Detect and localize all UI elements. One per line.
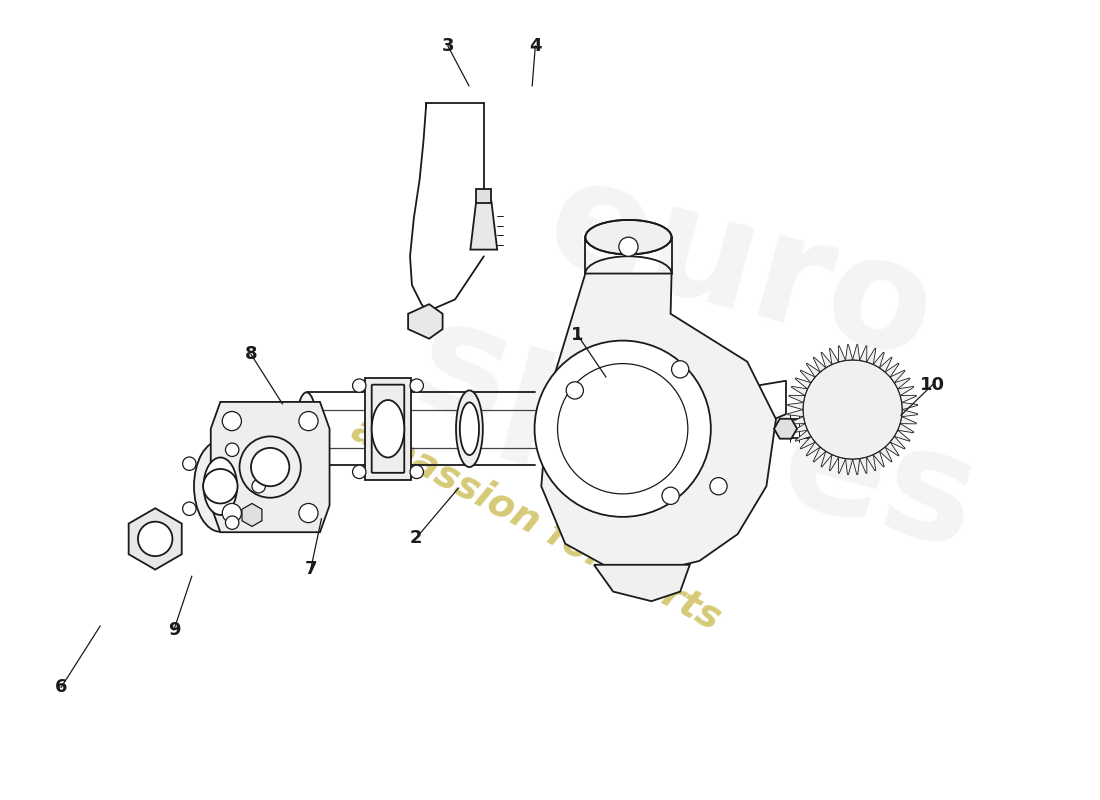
Polygon shape <box>838 458 846 474</box>
Ellipse shape <box>460 402 478 455</box>
Circle shape <box>226 516 239 530</box>
Polygon shape <box>242 503 262 526</box>
Polygon shape <box>901 417 916 424</box>
Circle shape <box>183 502 196 515</box>
Circle shape <box>222 411 241 430</box>
Ellipse shape <box>456 390 483 467</box>
Circle shape <box>183 457 196 470</box>
Polygon shape <box>902 402 917 410</box>
Polygon shape <box>795 430 811 442</box>
Ellipse shape <box>585 220 672 254</box>
Ellipse shape <box>296 392 317 465</box>
Circle shape <box>410 379 424 392</box>
Polygon shape <box>846 459 852 474</box>
Polygon shape <box>860 458 867 474</box>
Ellipse shape <box>194 441 246 532</box>
Polygon shape <box>821 451 832 467</box>
Text: 3: 3 <box>441 37 454 55</box>
Polygon shape <box>890 437 905 449</box>
Polygon shape <box>800 370 815 382</box>
Polygon shape <box>774 418 798 438</box>
Polygon shape <box>852 345 860 360</box>
Text: 4: 4 <box>529 37 541 55</box>
Text: 8: 8 <box>244 345 257 363</box>
Polygon shape <box>873 352 884 368</box>
Circle shape <box>226 443 239 457</box>
Circle shape <box>672 361 689 378</box>
Polygon shape <box>471 202 497 250</box>
Polygon shape <box>788 402 803 410</box>
Polygon shape <box>852 459 860 474</box>
Circle shape <box>558 363 688 494</box>
Circle shape <box>204 469 238 503</box>
Polygon shape <box>594 565 690 601</box>
Polygon shape <box>846 345 852 360</box>
Circle shape <box>619 237 638 256</box>
Polygon shape <box>829 455 838 470</box>
Polygon shape <box>813 357 826 372</box>
Polygon shape <box>894 378 910 389</box>
Text: 7: 7 <box>305 560 317 578</box>
Polygon shape <box>829 348 838 364</box>
Polygon shape <box>880 357 892 372</box>
Polygon shape <box>867 455 876 470</box>
Polygon shape <box>789 417 805 424</box>
Polygon shape <box>806 442 820 456</box>
Polygon shape <box>813 447 826 462</box>
Circle shape <box>535 341 711 517</box>
Polygon shape <box>898 386 914 395</box>
Text: 1: 1 <box>571 326 584 344</box>
Polygon shape <box>806 363 820 377</box>
Polygon shape <box>821 352 832 368</box>
Polygon shape <box>838 346 846 362</box>
Text: 6: 6 <box>55 678 67 696</box>
Circle shape <box>662 487 679 505</box>
Polygon shape <box>880 447 892 462</box>
Circle shape <box>299 411 318 430</box>
Polygon shape <box>886 363 899 377</box>
Circle shape <box>803 360 902 459</box>
Circle shape <box>410 465 424 478</box>
Text: euro
spares: euro spares <box>400 122 1037 582</box>
Ellipse shape <box>372 400 405 458</box>
Text: 10: 10 <box>920 376 945 394</box>
Circle shape <box>251 448 289 486</box>
Polygon shape <box>800 437 815 449</box>
Polygon shape <box>408 304 442 338</box>
Circle shape <box>566 382 583 399</box>
Polygon shape <box>789 395 805 402</box>
Text: a passion for parts: a passion for parts <box>345 411 727 638</box>
Polygon shape <box>902 410 917 417</box>
Circle shape <box>138 522 173 556</box>
Polygon shape <box>365 378 411 479</box>
Polygon shape <box>860 346 867 362</box>
Polygon shape <box>788 410 803 417</box>
Polygon shape <box>795 378 811 389</box>
Circle shape <box>252 479 265 493</box>
Circle shape <box>240 437 300 498</box>
Circle shape <box>299 503 318 522</box>
Circle shape <box>352 465 366 478</box>
Polygon shape <box>791 386 807 395</box>
Polygon shape <box>867 348 876 364</box>
Polygon shape <box>890 370 905 382</box>
FancyBboxPatch shape <box>372 385 405 473</box>
Circle shape <box>352 379 366 392</box>
Ellipse shape <box>204 458 238 515</box>
Polygon shape <box>886 442 899 456</box>
Bar <box>476 190 492 202</box>
Polygon shape <box>894 430 910 442</box>
Polygon shape <box>898 424 914 433</box>
Text: 2: 2 <box>410 529 422 547</box>
Circle shape <box>222 503 241 522</box>
Polygon shape <box>901 395 916 402</box>
Polygon shape <box>211 402 330 532</box>
Polygon shape <box>791 424 807 433</box>
Polygon shape <box>873 451 884 467</box>
Polygon shape <box>541 274 776 573</box>
Polygon shape <box>129 508 182 570</box>
Circle shape <box>710 478 727 495</box>
Text: 9: 9 <box>167 621 180 639</box>
